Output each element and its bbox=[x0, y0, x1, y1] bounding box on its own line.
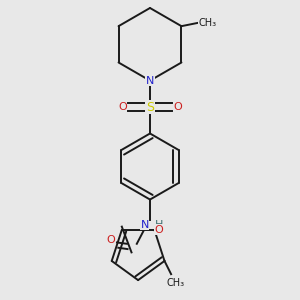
Text: N: N bbox=[140, 220, 149, 230]
Text: O: O bbox=[106, 235, 115, 245]
Text: O: O bbox=[155, 225, 164, 235]
Text: CH₃: CH₃ bbox=[199, 18, 217, 28]
Text: S: S bbox=[146, 100, 154, 114]
Text: N: N bbox=[146, 76, 154, 85]
Text: CH₃: CH₃ bbox=[167, 278, 185, 288]
Text: O: O bbox=[118, 102, 127, 112]
Text: O: O bbox=[173, 102, 182, 112]
Text: H: H bbox=[154, 220, 163, 230]
